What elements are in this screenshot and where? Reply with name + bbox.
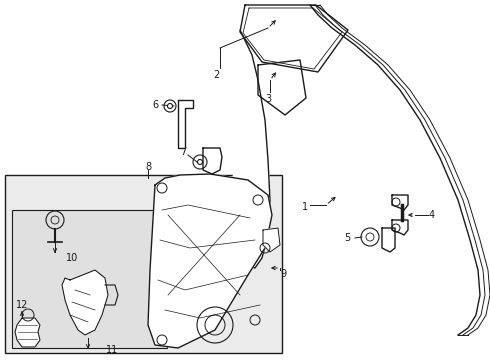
Polygon shape xyxy=(148,174,272,348)
Text: 5: 5 xyxy=(344,233,350,243)
Text: 11: 11 xyxy=(106,345,118,355)
Text: 8: 8 xyxy=(145,162,151,172)
Text: 10: 10 xyxy=(66,253,78,263)
Circle shape xyxy=(168,104,172,108)
Polygon shape xyxy=(62,270,108,335)
Polygon shape xyxy=(15,318,40,347)
Polygon shape xyxy=(258,60,306,115)
Polygon shape xyxy=(178,100,193,148)
Text: 4: 4 xyxy=(429,210,435,220)
Text: 7: 7 xyxy=(180,147,186,157)
Polygon shape xyxy=(263,228,280,252)
Polygon shape xyxy=(203,148,222,174)
Bar xyxy=(12,210,167,348)
Text: 3: 3 xyxy=(265,94,271,104)
Text: 6: 6 xyxy=(152,100,158,110)
Polygon shape xyxy=(392,220,408,235)
Circle shape xyxy=(197,159,202,165)
Text: 1: 1 xyxy=(302,202,308,212)
Bar xyxy=(5,175,282,353)
Polygon shape xyxy=(230,30,270,268)
Text: 9: 9 xyxy=(280,269,286,279)
Polygon shape xyxy=(382,228,395,252)
Polygon shape xyxy=(240,5,348,72)
Polygon shape xyxy=(392,195,408,210)
Text: 2: 2 xyxy=(213,70,219,80)
Text: 12: 12 xyxy=(16,300,28,310)
